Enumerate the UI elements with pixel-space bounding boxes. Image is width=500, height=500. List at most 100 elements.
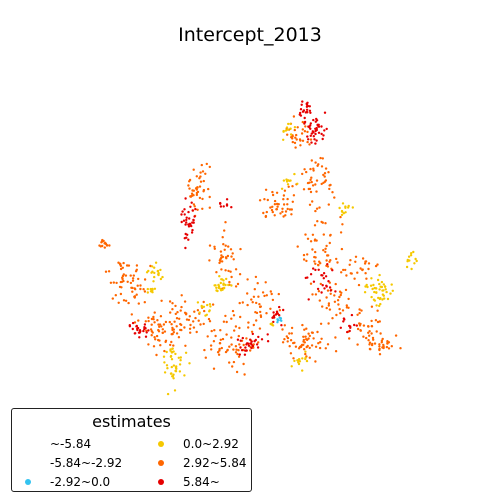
map-point <box>198 185 202 188</box>
map-point <box>173 389 177 392</box>
map-point <box>265 210 268 214</box>
map-point <box>278 314 281 317</box>
map-point <box>156 269 160 273</box>
map-point <box>256 282 259 285</box>
map-point <box>169 355 173 358</box>
map-point <box>376 278 380 282</box>
map-point <box>315 139 318 142</box>
map-point <box>323 287 326 290</box>
map-point <box>373 342 377 345</box>
map-point <box>183 213 186 216</box>
map-point <box>159 277 163 281</box>
map-point <box>205 162 208 166</box>
map-point <box>319 156 322 160</box>
map-point <box>228 345 231 348</box>
map-point <box>150 317 154 321</box>
map-point <box>354 260 357 263</box>
map-point <box>199 171 202 174</box>
map-point <box>316 220 319 223</box>
map-point <box>264 214 268 218</box>
map-point <box>334 350 338 353</box>
map-point <box>145 331 148 334</box>
map-point <box>259 305 262 308</box>
map-point <box>306 276 309 279</box>
map-point <box>293 359 296 363</box>
map-point <box>214 334 217 338</box>
map-point <box>135 264 139 267</box>
map-point <box>286 197 289 201</box>
map-point <box>413 262 416 265</box>
map-point <box>298 138 302 141</box>
map-point <box>367 339 370 342</box>
map-point <box>273 203 277 206</box>
map-point <box>271 190 274 194</box>
map-point <box>327 302 331 305</box>
map-point <box>303 130 307 133</box>
map-point <box>212 340 216 343</box>
map-point <box>185 236 188 239</box>
map-point <box>265 294 268 297</box>
map-point <box>170 350 174 354</box>
map-point <box>280 187 284 190</box>
map-point <box>149 287 152 291</box>
map-point <box>143 278 147 281</box>
map-point <box>324 167 328 170</box>
map-point <box>169 311 172 314</box>
map-point <box>219 257 222 261</box>
map-point <box>290 332 293 335</box>
map-point <box>312 169 315 172</box>
map-point <box>329 289 332 292</box>
map-point <box>285 335 288 338</box>
map-point <box>295 133 298 137</box>
map-point <box>218 347 221 351</box>
map-point <box>266 333 269 336</box>
map-point <box>405 265 409 269</box>
map-point <box>341 210 344 213</box>
map-point <box>286 128 290 131</box>
map-point <box>410 252 413 255</box>
map-point <box>192 203 196 206</box>
map-point <box>219 250 223 253</box>
map-point <box>296 245 299 248</box>
map-point <box>183 326 186 329</box>
map-point <box>208 195 211 199</box>
map-point <box>220 346 223 350</box>
legend-marker-gt-5-84 <box>158 479 164 485</box>
map-point <box>231 252 234 255</box>
map-point <box>163 371 167 374</box>
map-point <box>258 303 261 306</box>
map-point <box>327 304 330 307</box>
map-point <box>326 265 330 268</box>
map-point <box>356 271 359 274</box>
map-point <box>271 298 275 302</box>
map-point <box>221 260 224 263</box>
map-point <box>198 196 202 200</box>
map-point <box>215 271 218 274</box>
map-point <box>130 286 133 289</box>
map-point <box>282 194 286 197</box>
map-point <box>210 348 213 351</box>
map-point <box>213 245 216 248</box>
map-point <box>189 323 192 327</box>
map-point <box>308 187 312 191</box>
map-point <box>137 331 141 334</box>
map-point <box>291 140 294 144</box>
map-point <box>153 311 156 314</box>
map-point <box>219 329 222 332</box>
map-point <box>314 209 317 213</box>
map-point <box>189 195 193 198</box>
map-point <box>219 201 222 205</box>
map-point <box>234 285 238 288</box>
map-point <box>119 263 122 266</box>
map-point <box>287 185 290 188</box>
map-point <box>342 212 345 215</box>
map-point <box>285 126 289 129</box>
map-point <box>399 347 402 350</box>
map-point <box>303 328 306 331</box>
map-point <box>320 132 323 136</box>
map-point <box>370 295 373 299</box>
map-point <box>323 129 326 132</box>
map-point <box>180 213 183 216</box>
map-point <box>328 241 331 245</box>
map-point <box>220 268 223 271</box>
